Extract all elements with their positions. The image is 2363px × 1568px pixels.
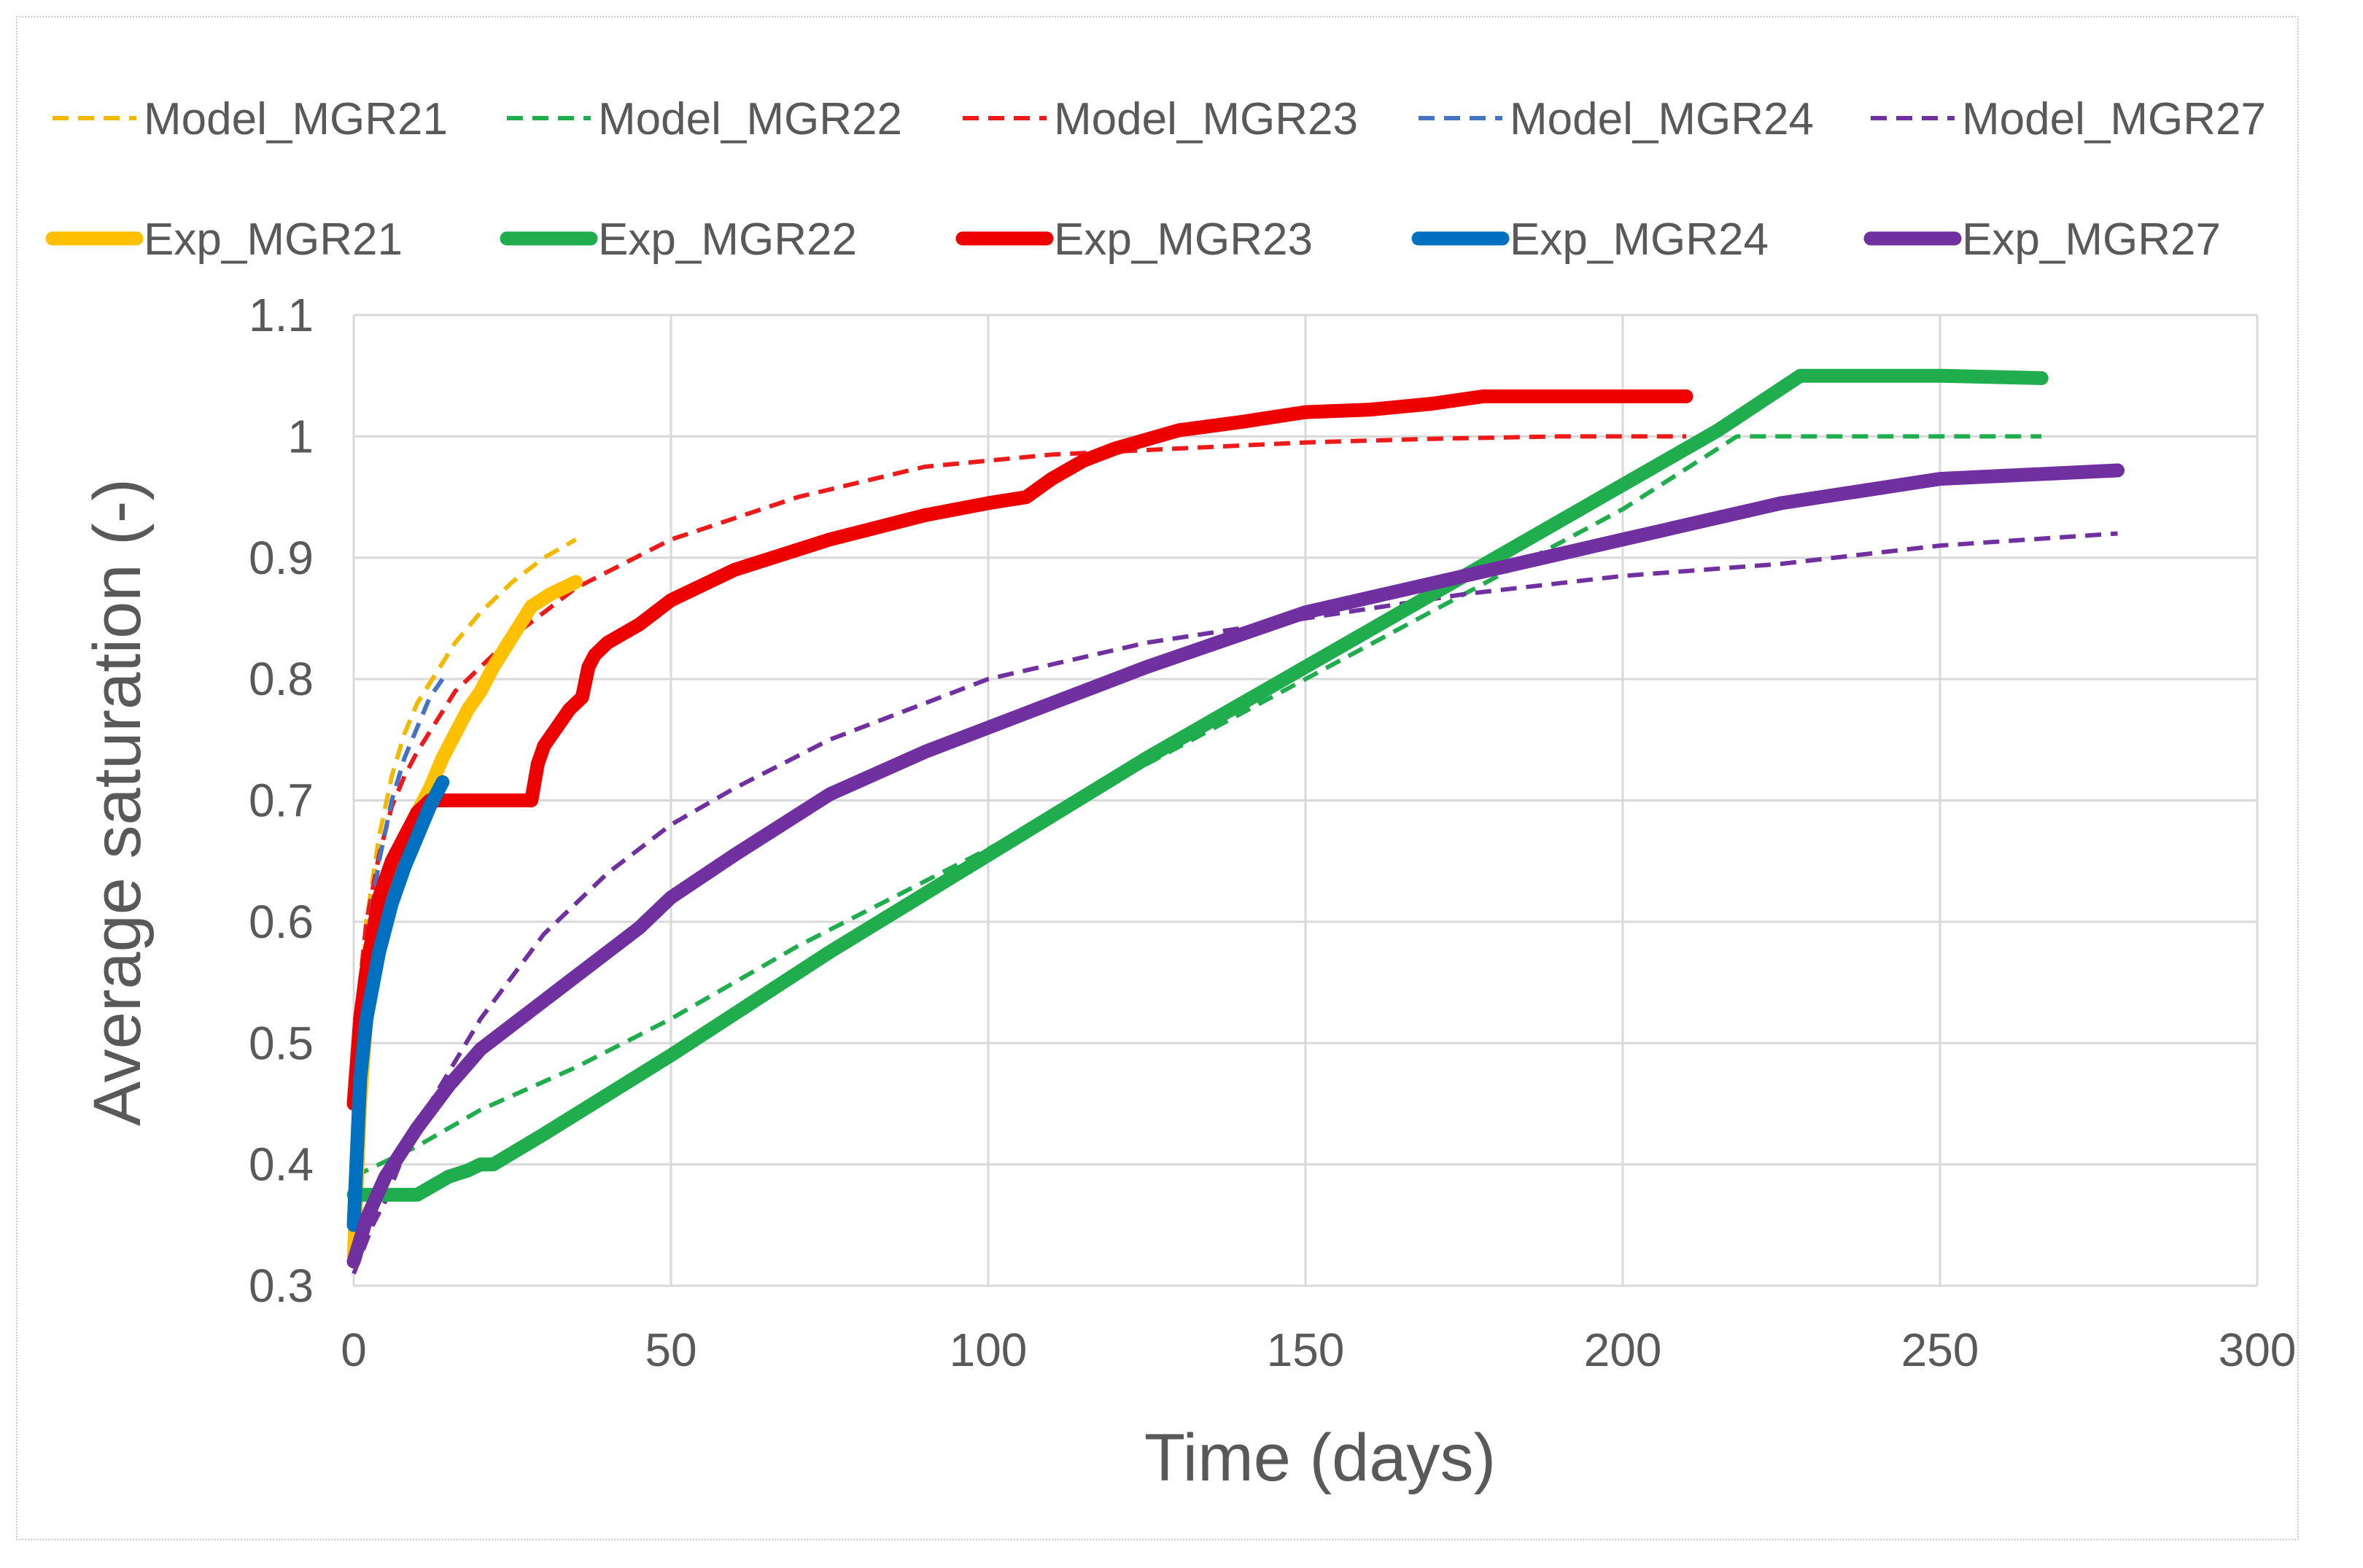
x-tick-label: 50 bbox=[645, 1324, 697, 1376]
y-tick-label: 0.6 bbox=[249, 896, 314, 948]
y-tick-label: 0.5 bbox=[249, 1017, 314, 1069]
series-line-model-mgr24 bbox=[352, 678, 445, 1141]
x-tick-label: 250 bbox=[1901, 1324, 1979, 1376]
legend-label: Exp_MGR24 bbox=[1510, 214, 1769, 265]
legend-label: Exp_MGR22 bbox=[598, 214, 857, 265]
y-tick-label: 1.1 bbox=[249, 289, 314, 341]
legend-label: Model_MGR21 bbox=[144, 94, 448, 144]
series-line-exp-mgr27 bbox=[346, 463, 2125, 1269]
x-tick-label: 0 bbox=[341, 1324, 367, 1376]
x-tick-label: 100 bbox=[950, 1324, 1028, 1376]
x-tick-label: 300 bbox=[2219, 1324, 2297, 1376]
series-line-model-mgr23 bbox=[352, 434, 1686, 1068]
legend-label: Model_MGR24 bbox=[1510, 94, 1814, 144]
legend-label: Exp_MGR27 bbox=[1962, 214, 2221, 265]
series-line-model-mgr27 bbox=[352, 531, 2118, 1275]
chart-frame bbox=[16, 16, 2299, 1540]
x-tick-label: 150 bbox=[1267, 1324, 1345, 1376]
y-tick-label: 0.8 bbox=[249, 653, 314, 705]
x-axis-title: Time (days) bbox=[1144, 1421, 1496, 1495]
series-line-exp-mgr23 bbox=[346, 389, 1693, 1111]
y-tick-label: 0.9 bbox=[249, 532, 314, 584]
legend-label: Model_MGR23 bbox=[1054, 94, 1358, 144]
series-line-model-mgr21 bbox=[352, 537, 577, 1165]
x-tick-label: 200 bbox=[1584, 1324, 1662, 1376]
y-tick-label: 0.3 bbox=[249, 1260, 314, 1312]
y-axis-title: Average saturation (-) bbox=[80, 478, 155, 1126]
legend-label: Model_MGR27 bbox=[1962, 94, 2266, 144]
legend-label: Exp_MGR21 bbox=[144, 214, 403, 265]
x-axis-ticks: 0 50 100 150 200 250 300 bbox=[341, 1324, 2296, 1376]
series-layer bbox=[346, 368, 2125, 1275]
y-axis-ticks: 0.3 0.4 0.5 0.6 0.7 0.8 0.9 1 1.1 bbox=[249, 289, 314, 1312]
legend-label: Exp_MGR23 bbox=[1054, 214, 1313, 265]
legend-label: Model_MGR22 bbox=[598, 94, 902, 144]
series-line-model-mgr22 bbox=[352, 434, 2042, 1179]
series-line-exp-mgr24 bbox=[346, 775, 450, 1233]
grid-lines bbox=[352, 314, 2259, 1287]
series-line-exp-mgr22 bbox=[346, 368, 2049, 1202]
y-tick-label: 0.4 bbox=[249, 1138, 314, 1191]
y-tick-label: 0.7 bbox=[249, 775, 314, 827]
legend: Model_MGR21 Model_MGR22 Model_MGR23 Model_M… bbox=[45, 94, 2266, 265]
y-tick-label: 1 bbox=[287, 410, 314, 462]
